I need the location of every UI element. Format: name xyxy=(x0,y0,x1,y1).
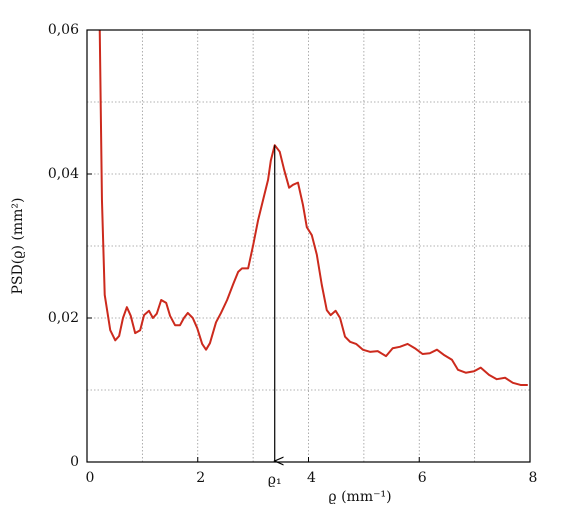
x-tick-label: 0 xyxy=(86,470,95,486)
x-axis-label: ϱ (mm⁻¹) xyxy=(328,489,391,505)
y-tick-label: 0,02 xyxy=(48,310,79,326)
y-tick-label: 0 xyxy=(70,454,79,470)
x-tick-label: 4 xyxy=(307,470,316,486)
annotation-label: ϱ₁ xyxy=(268,472,282,488)
y-axis-label: PSD(ϱ) (mm²) xyxy=(10,198,26,295)
y-tick-label: 0,04 xyxy=(48,166,79,182)
x-tick-label: 2 xyxy=(196,470,205,486)
x-tick-label: 8 xyxy=(529,470,538,486)
plot-frame xyxy=(86,29,531,463)
x-tick-label: 6 xyxy=(418,470,427,486)
y-tick-label: 0,06 xyxy=(48,22,79,38)
data-line xyxy=(98,30,528,386)
